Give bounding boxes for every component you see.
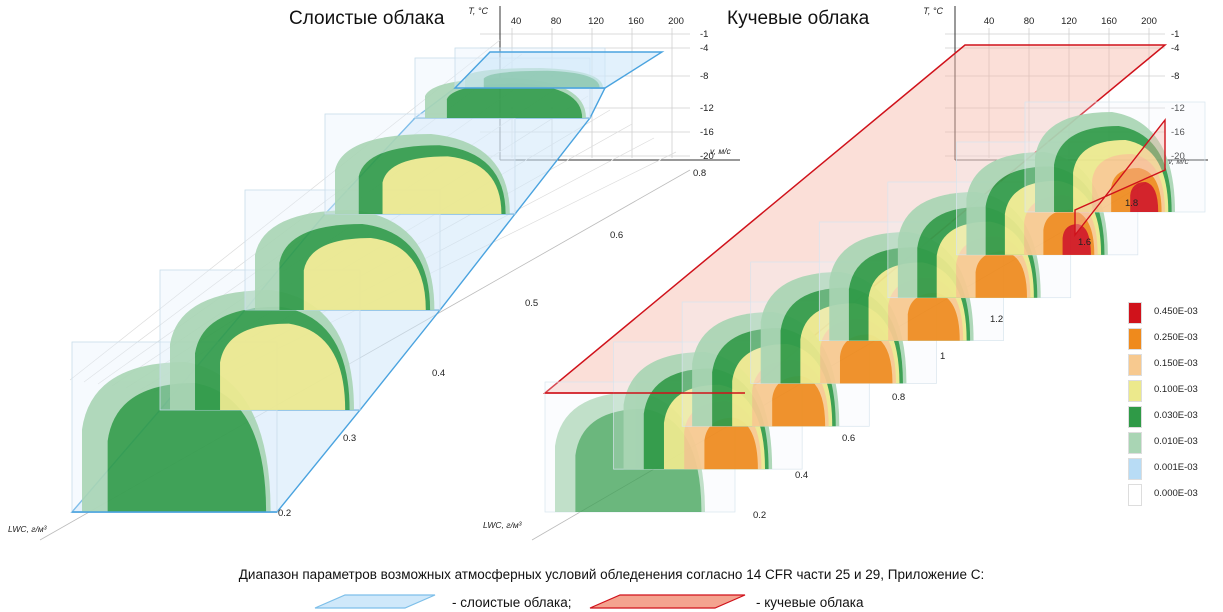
t-axis-label: T, °C [468,6,488,16]
v-tick-label: 40 [511,16,522,27]
v-tick-label: 80 [551,16,562,27]
contour-band [303,238,426,310]
colorbar-label: 0.100E-03 [1154,384,1198,395]
colorbar-entry: 0.150E-03 [1128,352,1218,378]
colorbar-label: 0.010E-03 [1154,436,1198,447]
t-tick-label: -1 [700,29,708,40]
colorbar-label: 0.000E-03 [1154,488,1198,499]
colorbar-entry: 0.001E-03 [1128,456,1218,482]
colorbar-label: 0.450E-03 [1154,306,1198,317]
lwc-tick-label: 0.2 [278,508,291,519]
t-tick-label: -20 [700,151,714,162]
lwc-tick-label: 1 [940,351,945,362]
cumulus-envelope [1074,117,1166,238]
contour-slice [335,134,510,214]
colorbar-label: 0.150E-03 [1154,358,1198,369]
stratus-panel: 40 80 120 160 200 -1 -4 -8 -12 -16 -20 T, °C v, м/с L… [8,6,740,541]
v-axis-label: v, м/с [710,146,732,156]
contour-band [1062,224,1091,255]
lwc-tick-label: 1.2 [990,314,1003,325]
t-tick-label: -1 [1171,29,1179,40]
colorbar-swatch [1128,458,1142,480]
colorbar-entry: 0.030E-03 [1128,404,1218,430]
contour-band [704,417,758,470]
colorbar-label: 0.001E-03 [1154,462,1198,473]
contour-slice [170,290,354,410]
contour-slice [255,210,435,310]
t-tick-label: -8 [1171,71,1179,82]
colorbar-swatch [1128,354,1142,376]
v-tick-label: 120 [588,16,604,27]
t-tick-label: -16 [1171,127,1185,138]
cumulus-title: Кучевые облака [727,8,870,29]
lwc-tick-label: 1.8 [1125,198,1138,209]
colorbar-swatch [1128,380,1142,402]
v-tick-label: 160 [1101,16,1117,27]
v-tick-label: 80 [1024,16,1035,27]
t-tick-label: -4 [700,43,708,54]
stratus-legend-swatch [314,594,436,609]
contour-band [772,376,826,427]
stratus-envelope [453,51,665,89]
contour-band [382,156,502,214]
lwc-tick-label: 0.8 [892,392,905,403]
colorbar-entry: 0.000E-03 [1128,482,1218,508]
lwc-tick-label: 0.4 [432,368,445,379]
v-axis-label: v, м/с [1168,156,1190,166]
t-tick-label: -8 [700,71,708,82]
lwc-axis-label: LWC, г/м³ [8,524,48,534]
t-tick-label: -4 [1171,43,1179,54]
contour-band [975,251,1027,298]
v-tick-label: 200 [1141,16,1157,27]
colorbar-entry: 0.010E-03 [1128,430,1218,456]
colorbar-swatch [1128,484,1142,506]
lwc-tick-label: 0.6 [842,433,855,444]
contour-band [446,83,583,118]
contour-band [220,323,346,410]
colorbar-entry: 0.450E-03 [1128,300,1218,326]
t-tick-label: -20 [1171,151,1185,162]
lwc-tick-label: 0.2 [753,510,766,521]
t-tick-label: -12 [700,103,714,114]
v-tick-label: 200 [668,16,684,27]
legend-swatches [314,594,746,609]
lwc-axis-label: LWC, г/м³ [483,520,523,530]
lwc-tick-label: 0.8 [693,168,706,179]
t-axis-label: T, °C [923,6,943,16]
colorbar-swatch [1128,328,1142,350]
contour-band [839,334,893,384]
colorbar-label: 0.030E-03 [1154,410,1198,421]
t-tick-label: -16 [700,127,714,138]
colorbar: 0.450E-03 0.250E-03 0.150E-03 0.100E-03 … [1128,300,1218,508]
colorbar-label: 0.250E-03 [1154,332,1198,343]
v-tick-label: 40 [984,16,995,27]
cumulus-legend-swatch [589,594,746,609]
t-tick-label: -12 [1171,103,1185,114]
contour-band [1130,182,1159,212]
v-tick-label: 120 [1061,16,1077,27]
lwc-tick-label: 0.4 [795,470,808,481]
lwc-tick-label: 0.5 [525,298,538,309]
cumulus-legend-label: - кучевые облака [756,595,864,610]
lwc-tick-label: 0.6 [610,230,623,241]
v-tick-label: 160 [628,16,644,27]
colorbar-swatch [1128,432,1142,454]
colorbar-swatch [1128,302,1142,324]
lwc-tick-label: 0.3 [343,433,356,444]
colorbar-entry: 0.250E-03 [1128,326,1218,352]
figure-caption: Диапазон параметров возможных атмосферны… [238,567,985,582]
stratus-title: Слоистые облака [289,8,445,29]
lwc-tick-label: 1.6 [1078,237,1091,248]
colorbar-entry: 0.100E-03 [1128,378,1218,404]
contour-band [107,383,267,512]
stratus-legend-label: - слоистые облака; [452,595,572,610]
cumulus-panel: 40 80 120 160 200 -1 -4 -8 -12 -16 -20 T, °C v, м/с L… [483,6,1208,541]
contour-band [907,292,960,341]
colorbar-swatch [1128,406,1142,428]
